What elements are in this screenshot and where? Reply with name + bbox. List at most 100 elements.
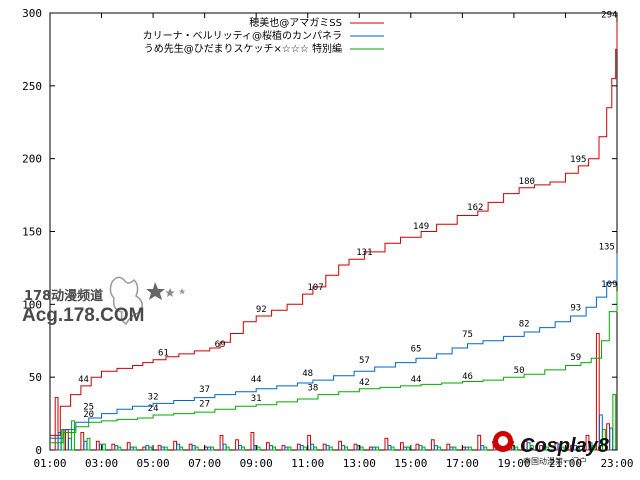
histogram-bar bbox=[80, 432, 85, 451]
data-label: 46 bbox=[462, 372, 473, 382]
plot-frame bbox=[49, 12, 618, 451]
y-tick-label: 200 bbox=[22, 153, 42, 166]
histogram-bar bbox=[328, 446, 333, 451]
legend-label: カリーナ・ベルリッティ@桜植のカンパネラ bbox=[143, 29, 342, 42]
histogram-bar bbox=[163, 446, 168, 451]
data-label: 42 bbox=[359, 378, 370, 388]
histogram-bar bbox=[400, 442, 404, 451]
histogram-bar bbox=[300, 445, 304, 451]
data-label: 92 bbox=[256, 305, 267, 315]
histogram-bar bbox=[353, 443, 358, 451]
histogram-bar bbox=[241, 446, 245, 451]
histogram-bar bbox=[284, 446, 289, 451]
data-label: 109 bbox=[601, 280, 617, 290]
data-label: 82 bbox=[519, 320, 530, 330]
y-tick-label: 150 bbox=[22, 226, 42, 239]
data-label: 162 bbox=[467, 203, 483, 213]
histogram-bar bbox=[344, 446, 349, 451]
histogram-bar bbox=[95, 440, 100, 451]
x-tick-label: 23:00 bbox=[600, 457, 633, 470]
data-label: 107 bbox=[307, 283, 323, 293]
data-label: 25 bbox=[83, 403, 94, 413]
histogram-bar bbox=[430, 439, 435, 451]
data-label: 69 bbox=[215, 340, 226, 350]
histogram-bar bbox=[102, 443, 106, 451]
data-label: 93 bbox=[570, 304, 581, 314]
histogram-bar bbox=[437, 446, 441, 451]
histogram-bar bbox=[313, 446, 318, 451]
histogram-bar bbox=[595, 333, 600, 451]
data-label: 38 bbox=[307, 384, 318, 394]
histogram-bar bbox=[86, 437, 91, 451]
histogram-bar bbox=[341, 445, 346, 451]
histogram-bar bbox=[369, 446, 373, 451]
histogram-bar bbox=[222, 443, 227, 451]
histogram-bar bbox=[406, 446, 411, 451]
histogram-bar bbox=[238, 445, 242, 451]
histogram-bar bbox=[210, 446, 215, 451]
histogram-bar bbox=[560, 446, 565, 451]
data-label: 294 bbox=[601, 11, 617, 21]
histogram-bar bbox=[191, 445, 196, 451]
data-label: 57 bbox=[359, 356, 370, 366]
histogram-bar bbox=[514, 446, 519, 451]
x-tick-label: 17:00 bbox=[446, 457, 479, 470]
series-lines bbox=[50, 21, 618, 444]
y-tick-label: 300 bbox=[22, 7, 42, 20]
histogram-bar bbox=[452, 446, 457, 451]
histogram-bar bbox=[375, 446, 380, 451]
data-label: 32 bbox=[148, 392, 159, 402]
histogram-bar bbox=[142, 446, 147, 451]
x-tick-label: 07:00 bbox=[188, 457, 221, 470]
histogram-bar bbox=[602, 429, 606, 451]
histogram-bar bbox=[483, 446, 488, 451]
histogram-bar bbox=[421, 446, 426, 451]
histogram-bar bbox=[256, 446, 261, 451]
histogram-bar bbox=[133, 446, 137, 451]
histogram-bar bbox=[307, 434, 312, 451]
histogram-bar bbox=[126, 442, 131, 451]
histogram-bar bbox=[529, 445, 534, 451]
histogram-bar bbox=[68, 437, 72, 451]
series-line-1 bbox=[50, 21, 618, 436]
x-tick-label: 11:00 bbox=[291, 457, 324, 470]
x-tick-label: 13:00 bbox=[343, 457, 376, 470]
histogram-bar bbox=[415, 443, 420, 451]
x-tick-label: 01:00 bbox=[33, 457, 66, 470]
bars-layer bbox=[54, 333, 617, 451]
histogram-bar bbox=[148, 446, 153, 451]
data-label: 75 bbox=[462, 330, 473, 340]
histogram-bar bbox=[468, 446, 472, 451]
watermark-site-cn: 178动漫频道 bbox=[24, 288, 103, 304]
x-tick-label: 05:00 bbox=[137, 457, 170, 470]
histogram-bar bbox=[160, 446, 165, 451]
histogram-bar bbox=[465, 446, 469, 451]
histogram-bar bbox=[359, 446, 364, 451]
data-label: 44 bbox=[78, 375, 89, 385]
histogram-bar bbox=[250, 432, 255, 451]
histogram-bar bbox=[54, 397, 59, 451]
histogram-bar bbox=[303, 446, 307, 451]
histogram-bar bbox=[179, 446, 184, 451]
data-label: 135 bbox=[599, 242, 615, 252]
data-label: 65 bbox=[411, 344, 422, 354]
data-label: 37 bbox=[199, 385, 210, 395]
data-label: 50 bbox=[514, 366, 525, 376]
series-line-2 bbox=[50, 253, 618, 439]
histogram-bar bbox=[446, 443, 451, 451]
histogram-bar bbox=[281, 445, 286, 451]
histogram-bar bbox=[576, 446, 581, 451]
histogram-bar bbox=[418, 445, 423, 451]
histogram-bar bbox=[235, 439, 239, 451]
histogram-bar bbox=[545, 446, 550, 451]
star-icon bbox=[146, 282, 165, 300]
data-label: 48 bbox=[302, 369, 313, 379]
data-label: 195 bbox=[570, 155, 586, 165]
data-label: 61 bbox=[158, 349, 169, 359]
histogram-bar bbox=[117, 446, 122, 451]
data-label: 24 bbox=[148, 404, 159, 414]
histogram-bar bbox=[612, 394, 617, 451]
histogram-bar bbox=[296, 443, 301, 451]
histogram-bar bbox=[188, 443, 193, 451]
